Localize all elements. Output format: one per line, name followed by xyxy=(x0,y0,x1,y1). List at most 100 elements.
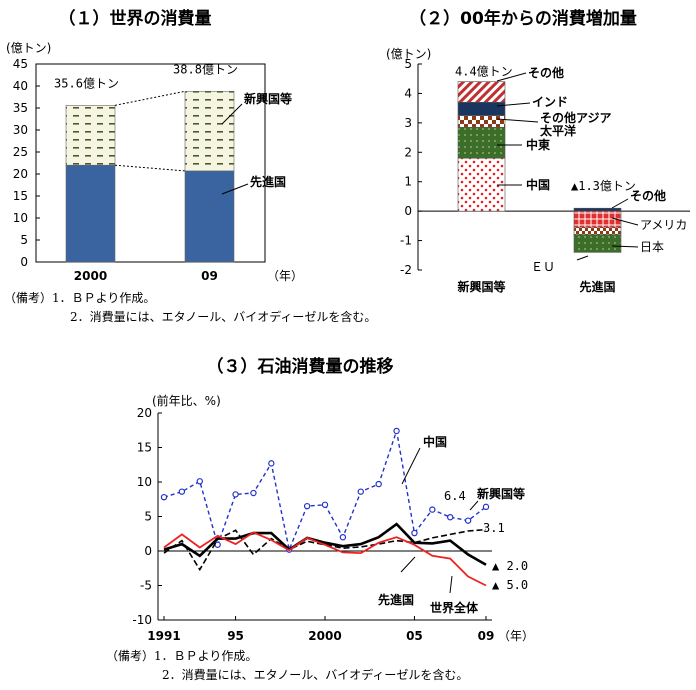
y-tick-label: 30 xyxy=(13,123,28,137)
x-tick-label: 09 xyxy=(478,629,495,643)
y-tick-label: 10 xyxy=(13,211,28,225)
data-point xyxy=(268,460,275,467)
total-label: 38.8億トン xyxy=(173,62,238,76)
y-tick-label: -10 xyxy=(132,613,152,627)
bar-segment-developed xyxy=(184,170,235,263)
data-point xyxy=(411,529,418,537)
series-label: その他 xyxy=(630,188,666,203)
x-tick-label: 95 xyxy=(227,629,244,643)
data-point xyxy=(429,506,436,513)
note-1: （備考）1．ＢＰより作成。 xyxy=(4,290,155,305)
series-label: 世界全体 xyxy=(430,600,479,615)
data-point xyxy=(214,541,221,548)
y-tick-label: 15 xyxy=(13,189,28,203)
x-tick-label: 2000 xyxy=(74,269,107,283)
leader-line xyxy=(469,500,479,511)
total-label: 35.6億トン xyxy=(54,76,119,90)
y-tick-label: 1 xyxy=(404,175,412,189)
data-point xyxy=(160,493,168,501)
data-point xyxy=(357,488,364,495)
end-label: 3.1 xyxy=(483,521,505,535)
chart-title: （２）00年からの消費増加量 xyxy=(409,8,637,29)
y-tick-label: -1 xyxy=(400,234,412,248)
data-point xyxy=(178,488,186,495)
bar-segment xyxy=(573,234,622,253)
series-label: 太平洋 xyxy=(540,123,576,138)
series-label: 先進国 xyxy=(378,592,414,607)
y-axis-unit: (億トン) xyxy=(386,47,431,61)
bar-segment xyxy=(573,227,622,235)
y-tick-label: 0 xyxy=(20,255,28,269)
data-point xyxy=(250,489,257,497)
data-point xyxy=(232,491,239,498)
chart-title: （３）石油消費量の推移 xyxy=(207,356,394,377)
data-point xyxy=(447,513,454,521)
bar-segment xyxy=(457,115,506,128)
leader-line xyxy=(400,556,416,573)
leader-line xyxy=(576,255,589,261)
bar-segment-emerging xyxy=(65,105,116,166)
connector-line xyxy=(114,164,186,172)
data-point xyxy=(482,503,490,511)
note-1: （備考）1．ＢＰより作成。 xyxy=(106,648,257,663)
series-label: その他アジア xyxy=(540,110,612,125)
y-tick-label: 5 xyxy=(144,510,152,524)
y-tick-label: 2 xyxy=(404,145,412,159)
y-tick-label: 35 xyxy=(13,101,28,115)
y-axis-unit: (億トン) xyxy=(6,41,51,55)
leader-line xyxy=(496,102,531,107)
plot-frame xyxy=(35,63,266,263)
data-point xyxy=(393,427,400,435)
y-tick-label: -2 xyxy=(400,263,412,277)
leader-line xyxy=(611,198,629,209)
y-tick-label: 10 xyxy=(137,475,152,489)
series-line-先進国 xyxy=(163,531,487,587)
y-tick-label: 45 xyxy=(13,57,28,71)
y-tick-label: -5 xyxy=(140,579,152,593)
y-tick-label: 4 xyxy=(404,86,412,100)
y-tick-label: 0 xyxy=(144,544,152,558)
series-label: アメリカ xyxy=(640,218,687,232)
leader-line xyxy=(611,245,639,248)
x-tick-label: 2000 xyxy=(308,629,341,643)
series-label-developed: 先進国 xyxy=(250,174,286,189)
y-tick-label: 3 xyxy=(404,116,412,130)
data-point xyxy=(196,478,203,485)
chart-increase-since-2000: （２）00年からの消費増加量 (億トン) -2 -1 0 1 2 3 4 5 新興国等 先進国 4.4億… xyxy=(386,8,690,294)
leader-line xyxy=(221,183,249,195)
y-tick-label: 5 xyxy=(20,233,28,247)
leader-line xyxy=(221,103,243,125)
total-label: ▲1.3億トン xyxy=(571,179,636,193)
series-label: 新興国等 xyxy=(477,486,525,501)
bar-segment-emerging xyxy=(184,90,235,172)
series-line-世界全体 xyxy=(163,522,487,566)
bar-segment xyxy=(457,101,506,116)
data-point xyxy=(303,502,311,510)
series-line-新興国等 xyxy=(163,528,487,572)
data-point xyxy=(375,480,382,488)
series-label: インド xyxy=(532,95,568,109)
chart-title: （１）世界の消費量 xyxy=(59,8,212,29)
series-label-emerging: 新興国等 xyxy=(244,91,292,106)
y-tick-label: 40 xyxy=(13,79,28,93)
series-label: その他 xyxy=(528,65,564,80)
end-label: ▲ 5.0 xyxy=(492,578,528,592)
y-tick-label: 15 xyxy=(137,441,152,455)
x-axis-unit: （年） xyxy=(498,629,534,643)
bar-segment-developed xyxy=(65,164,116,263)
bar-segment xyxy=(573,207,622,212)
series-label: 日本 xyxy=(640,240,664,254)
y-tick-label: 20 xyxy=(13,167,28,181)
y-axis-unit: (前年比、%) xyxy=(152,393,221,408)
y-tick-label: 20 xyxy=(137,406,152,420)
y-tick-label: 25 xyxy=(13,145,28,159)
y-tick-label: 0 xyxy=(404,204,412,218)
data-point xyxy=(339,534,347,541)
y-tick-label: 5 xyxy=(404,57,412,71)
note-2: 2．消費量には、エタノール、バイオディーゼルを含む。 xyxy=(70,309,376,324)
bar-segment xyxy=(457,81,506,103)
data-point xyxy=(321,501,329,508)
leader-line xyxy=(449,575,453,594)
